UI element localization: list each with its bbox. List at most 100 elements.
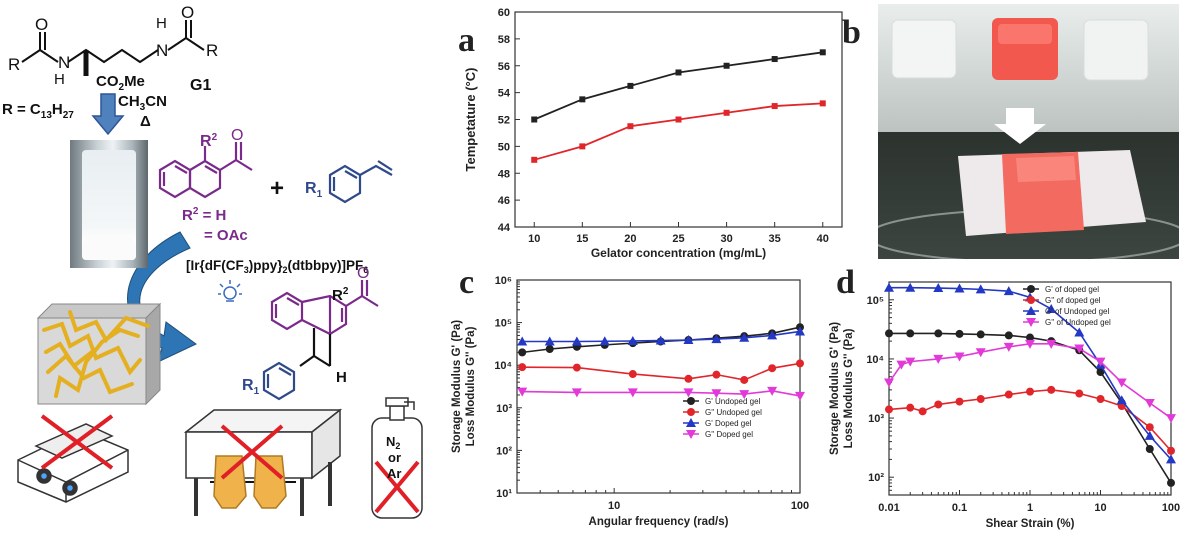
data-point-series-3 bbox=[1144, 430, 1155, 440]
data-point-series-1 bbox=[885, 329, 893, 338]
data-point-series-2 bbox=[628, 370, 637, 379]
x-axis-label: Angular frequency (rad/s) bbox=[589, 516, 729, 528]
data-point-series-2 bbox=[918, 407, 927, 416]
data-point-series-1 bbox=[1096, 368, 1105, 377]
data-point-series-1 bbox=[1167, 478, 1175, 487]
solvent-label: CH3CN bbox=[118, 93, 167, 113]
data-point-series-4 bbox=[1095, 357, 1106, 367]
legend-entry: G'' of doped gel bbox=[1045, 296, 1101, 305]
data-point-series-4 bbox=[933, 354, 944, 364]
data-point-series-1 bbox=[518, 348, 527, 357]
data-point-series-2 bbox=[1075, 389, 1084, 398]
y-tick-label: 10³ bbox=[496, 403, 512, 415]
r1-label-product: R1 bbox=[242, 377, 260, 397]
data-point-series-4 bbox=[571, 388, 582, 398]
r-definition: R = C13H27 bbox=[2, 101, 74, 121]
data-point-series-4 bbox=[1166, 414, 1176, 424]
data-point-series-2 bbox=[819, 100, 826, 107]
data-point-series-4 bbox=[975, 348, 986, 358]
data-point-series-1 bbox=[976, 330, 985, 339]
x-tick-label: 25 bbox=[672, 233, 684, 245]
data-point-series-2 bbox=[976, 395, 985, 404]
oxygen-label-1: O bbox=[35, 15, 48, 34]
reaction-scheme: O O R R H N H N CO2Me G1 R = C13H27 CH3C… bbox=[2, 3, 423, 519]
data-point-series-2 bbox=[796, 359, 804, 368]
data-point-series-1 bbox=[579, 96, 586, 103]
r2-definition-oac: = OAc bbox=[204, 227, 248, 244]
legend-marker bbox=[1026, 306, 1036, 315]
n-label-1: N bbox=[58, 53, 70, 72]
data-point-series-4 bbox=[767, 386, 778, 396]
x-tick-label: 40 bbox=[817, 233, 829, 245]
gel-vial-photo bbox=[70, 140, 148, 268]
y-tick-label: 44 bbox=[498, 222, 511, 234]
data-point-series-2 bbox=[675, 116, 682, 123]
y-tick-label: 48 bbox=[498, 168, 510, 180]
data-point-series-1 bbox=[955, 329, 964, 338]
data-point-series-1 bbox=[771, 56, 778, 63]
panel-label-c: c bbox=[459, 264, 475, 301]
data-point-series-2 bbox=[771, 103, 778, 110]
photocatalyst-label: [Ir{dF(CF3)ppy}2(dtbbpy)]PF6 bbox=[186, 258, 368, 275]
data-point-series-2 bbox=[906, 403, 915, 412]
legend-marker bbox=[1027, 285, 1035, 293]
data-point-series-2 bbox=[712, 370, 721, 379]
gas-ar-label: Ar bbox=[387, 466, 401, 481]
n-label-2: N bbox=[156, 41, 168, 60]
data-point-series-2 bbox=[740, 375, 749, 384]
data-point-series-2 bbox=[768, 364, 777, 373]
h-label-2: H bbox=[156, 15, 167, 32]
x-tick-label: 1 bbox=[1027, 502, 1033, 514]
x-tick-label: 10 bbox=[528, 233, 540, 245]
data-point-series-2 bbox=[1026, 387, 1034, 396]
legend-entry: G' Doped gel bbox=[705, 419, 752, 428]
data-point-series-1 bbox=[627, 82, 634, 89]
product-structure bbox=[262, 280, 379, 401]
data-point-series-2 bbox=[1167, 446, 1175, 455]
y-tick-label: 10¹ bbox=[496, 488, 512, 500]
data-point-series-4 bbox=[683, 388, 694, 398]
data-point-series-4 bbox=[627, 388, 638, 398]
data-point-series-1 bbox=[675, 69, 682, 76]
gas-n2-label: N2 bbox=[386, 434, 400, 451]
data-point-series-3 bbox=[1046, 303, 1057, 313]
legend-entry: G'' of Undoped gel bbox=[1045, 318, 1111, 327]
y-axis-label-loss: Loss Modulus G'' (Pa) bbox=[843, 328, 855, 448]
x-tick-label: 10 bbox=[1094, 502, 1106, 514]
y-tick-label: 10² bbox=[496, 445, 512, 457]
data-point-series-3 bbox=[571, 336, 582, 346]
data-point-series-4 bbox=[1046, 339, 1057, 349]
legend-marker bbox=[686, 430, 696, 439]
data-point-series-3 bbox=[954, 283, 965, 293]
legend-entry: G' of doped gel bbox=[1045, 285, 1099, 294]
data-point-series-3 bbox=[599, 336, 610, 346]
data-point-series-2 bbox=[579, 143, 586, 150]
data-point-series-3 bbox=[627, 335, 638, 345]
series-line-1 bbox=[533, 51, 823, 121]
x-tick-label: 35 bbox=[769, 233, 781, 245]
legend-marker bbox=[687, 408, 695, 416]
data-point-series-3 bbox=[683, 335, 694, 345]
x-tick-label: 15 bbox=[576, 233, 588, 245]
plot-frame bbox=[516, 279, 801, 494]
y-tick-label: 10³ bbox=[868, 413, 884, 425]
glovebox-crossed-icon bbox=[183, 408, 343, 516]
data-point-series-4 bbox=[896, 360, 907, 370]
series-line-2 bbox=[533, 102, 823, 161]
y-tick-label: 10⁵ bbox=[867, 295, 884, 307]
gelator-structure bbox=[21, 20, 205, 76]
y-axis-label-storage: Storage Modulus G' (Pa) bbox=[451, 320, 463, 453]
data-point-series-3 bbox=[739, 332, 750, 342]
data-point-series-1 bbox=[1004, 331, 1013, 340]
h-label-1: H bbox=[54, 71, 65, 88]
hotplate-crossed-icon bbox=[17, 414, 129, 503]
data-point-series-1 bbox=[723, 62, 730, 69]
gel-healing-photo-art bbox=[878, 4, 1179, 259]
data-point-series-3 bbox=[655, 335, 666, 345]
data-point-series-3 bbox=[767, 330, 778, 340]
x-tick-label: 100 bbox=[791, 500, 809, 512]
data-point-series-4 bbox=[1025, 339, 1035, 349]
gas-cylinder-crossed-icon bbox=[371, 397, 423, 519]
y-axis-label-loss: Loss Modulus G'' (Pa) bbox=[465, 326, 477, 446]
heat-label: Δ bbox=[140, 113, 151, 130]
